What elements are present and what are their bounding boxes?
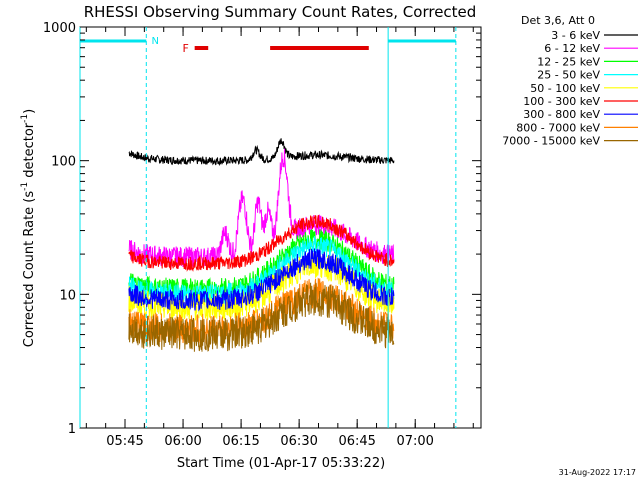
- y-tick-label: 1: [68, 422, 76, 437]
- x-tick-label: 06:00: [164, 434, 201, 449]
- footer-date: 31-Aug-2022 17:17: [559, 468, 636, 477]
- legend-entry-label: 3 - 6 keV: [551, 29, 600, 42]
- y-axis-label-prefix: Corrected Count Rate (s: [22, 191, 37, 348]
- legend-entry-label: 800 - 7000 keV: [516, 121, 600, 134]
- legend-entry-label: 100 - 300 keV: [523, 95, 600, 108]
- plot-frame: [79, 26, 482, 429]
- y-tick-label: 100: [51, 155, 76, 170]
- y-tick-label: 1000: [43, 21, 76, 36]
- y-axis-label-exp2: -1: [20, 114, 30, 123]
- x-tick-label: 06:45: [338, 434, 375, 449]
- night-label: N: [152, 36, 159, 47]
- legend-entry-label: 25 - 50 keV: [537, 69, 600, 82]
- chart-title: RHESSI Observing Summary Count Rates, Co…: [84, 3, 477, 21]
- series-layer: [128, 138, 395, 352]
- x-tick-label: 06:15: [222, 434, 259, 449]
- series-line: [128, 248, 395, 312]
- legend-entry-label: 7000 - 15000 keV: [502, 135, 600, 148]
- axis-layer: 1 10 100 1000 05:45 06:00 06:15 06:30 06:45 07:00: [43, 21, 481, 449]
- x-tick-label: 05:45: [106, 434, 143, 449]
- series-line: [128, 138, 395, 167]
- series-line: [128, 148, 395, 268]
- x-axis-label: Start Time (01-Apr-17 05:33:22): [177, 456, 385, 471]
- y-axis-label-exp1: -1: [20, 182, 30, 191]
- y-tick-label: 10: [59, 288, 76, 303]
- x-tick-label: 06:30: [280, 434, 317, 449]
- series-line: [128, 282, 395, 352]
- legend-entry-label: 6 - 12 keV: [544, 42, 600, 55]
- legend-header: Det 3,6, Att 0: [521, 14, 595, 27]
- y-axis-label: Corrected Count Rate (s-1 detector-1): [20, 109, 37, 347]
- legend-entry-label: 300 - 800 keV: [523, 108, 600, 121]
- series-line: [128, 214, 395, 272]
- x-tick-label: 07:00: [396, 434, 433, 449]
- y-axis-label-suffix: ): [22, 109, 37, 114]
- y-axis-label-middle: detector: [22, 122, 37, 182]
- flare-label: F: [182, 42, 188, 55]
- annotation-layer: NF: [79, 27, 457, 428]
- legend-entry-label: 12 - 25 keV: [537, 55, 600, 68]
- legend-entry-label: 50 - 100 keV: [530, 82, 600, 95]
